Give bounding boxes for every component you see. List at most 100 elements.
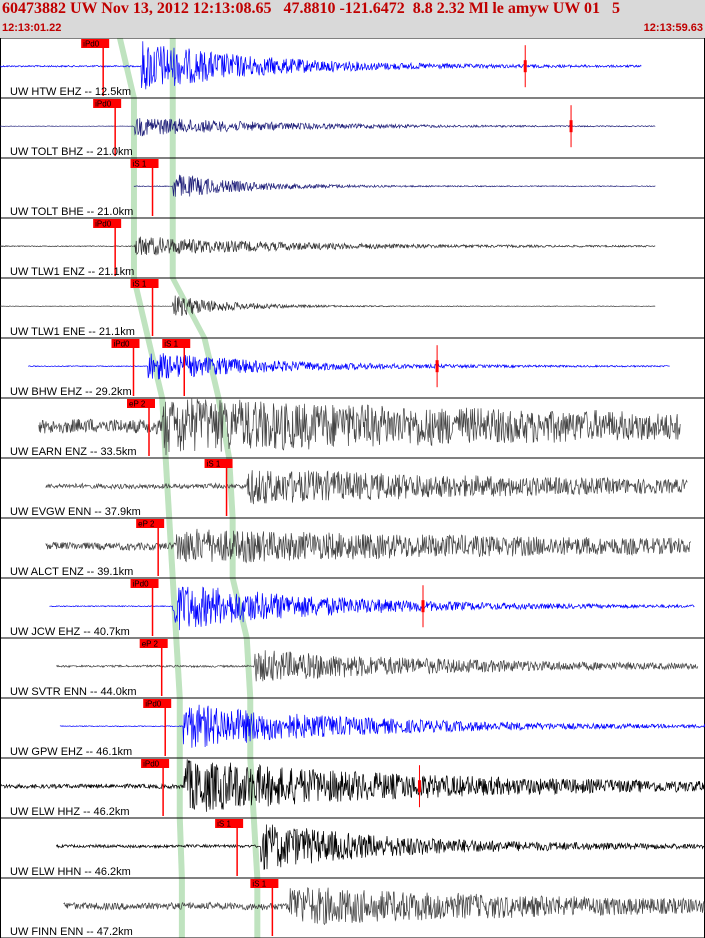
pick-label: iPd0: [145, 700, 162, 709]
pick-label: iPd0: [95, 100, 112, 109]
pick-label: eP 2: [142, 640, 159, 649]
station-label: UW HTW EHZ -- 12.5km: [10, 86, 131, 98]
trace-row[interactable]: eP 2 UW SVTR ENN -- 44.0km: [10, 639, 699, 698]
pick-flag[interactable]: [162, 339, 191, 348]
station-label: UW BHW EHZ -- 29.2km: [10, 386, 132, 398]
trace-row[interactable]: iPd0 UW ELW HHZ -- 46.2km: [0, 759, 705, 818]
waveform: [28, 353, 670, 380]
coda-marker-box: [435, 360, 439, 373]
station-label: UW TOLT BHE -- 21.0km: [10, 206, 133, 218]
waveform: [0, 41, 642, 90]
waveform: [0, 759, 705, 812]
pick-label: iS 1: [207, 460, 221, 469]
phase-band: [176, 818, 185, 878]
station-label: UW FINN ENN -- 47.2km: [10, 926, 133, 938]
station-label: UW ALCT ENZ -- 39.1km: [10, 566, 133, 578]
phase-band: [176, 698, 183, 758]
pick-label: iPd0: [83, 40, 100, 49]
pick-flag[interactable]: [111, 339, 140, 348]
trace-row[interactable]: iS 1 UW ELW HHN -- 46.2km: [10, 819, 705, 878]
pick-flag[interactable]: [130, 279, 159, 288]
waveform: [0, 117, 656, 137]
pick-flag[interactable]: [215, 819, 244, 828]
trace-row[interactable]: iPd0 iS 1 UW BHW EHZ -- 29.2km: [10, 339, 670, 398]
station-label: UW GPW EHZ -- 46.1km: [10, 746, 132, 758]
pick-label: iS 1: [252, 880, 266, 889]
phase-band: [130, 158, 137, 218]
pick-flag[interactable]: [143, 699, 172, 708]
header-bar: 60473882 UW Nov 13, 2012 12:13:08.65 47.…: [0, 0, 705, 38]
phase-band: [250, 818, 261, 878]
pick-flag[interactable]: [204, 459, 233, 468]
phase-band: [173, 638, 183, 698]
trace-row[interactable]: iPd0 UW TOLT BHZ -- 21.0km: [0, 99, 656, 158]
pick-flag[interactable]: [141, 759, 170, 768]
waveform: [0, 236, 656, 256]
trace-row[interactable]: iS 1 UW TLW1 ENE -- 21.1km: [0, 279, 656, 338]
station-label: UW SVTR ENN -- 44.0km: [10, 686, 137, 698]
pick-label: eP 2: [129, 400, 146, 409]
phase-band: [169, 218, 176, 278]
phase-band: [130, 278, 152, 338]
pick-flag[interactable]: [130, 159, 159, 168]
pick-flag[interactable]: [127, 399, 155, 408]
start-time-label: 12:13:01.22: [2, 22, 62, 34]
waveform: [38, 397, 681, 456]
trace-row[interactable]: iPd0 UW GPW EHZ -- 46.1km: [10, 699, 705, 758]
station-label: UW TLW1 ENE -- 21.1km: [10, 326, 135, 338]
waveform: [0, 295, 656, 316]
phase-band: [201, 338, 222, 398]
trace-row[interactable]: iS 1 UW EVGW ENN -- 37.9km: [10, 459, 688, 518]
pick-label: iPd0: [113, 340, 130, 349]
pick-label: iS 1: [164, 340, 178, 349]
waveform: [63, 887, 705, 926]
event-title: 60473882 UW Nov 13, 2012 12:13:08.65 47.…: [2, 0, 621, 17]
trace-row[interactable]: iS 1 UW FINN ENN -- 47.2km: [10, 879, 705, 938]
pick-flag[interactable]: [139, 639, 168, 648]
station-label: UW ELW HHN -- 46.2km: [10, 866, 131, 878]
end-time-label: 12:13:59.63: [643, 22, 703, 34]
phase-band: [169, 578, 180, 638]
pick-flag[interactable]: [81, 39, 110, 48]
phase-band: [169, 278, 208, 338]
phase-band: [226, 458, 236, 518]
coda-marker-box: [417, 780, 421, 793]
coda-marker-box: [421, 600, 425, 613]
waveform: [49, 586, 695, 631]
pick-flag[interactable]: [136, 519, 165, 528]
phase-band: [169, 38, 176, 98]
pick-label: iS 1: [217, 820, 231, 829]
phase-band: [116, 38, 137, 98]
pick-flag[interactable]: [93, 99, 122, 108]
station-label: UW TLW1 ENZ -- 21.1km: [10, 266, 134, 278]
waveform: [45, 528, 692, 564]
phase-band: [145, 338, 166, 398]
pick-flag[interactable]: [250, 879, 279, 888]
phase-band: [178, 878, 185, 938]
phase-band: [130, 98, 137, 158]
waveform: [45, 470, 688, 505]
waveform: [56, 824, 705, 870]
trace-row[interactable]: iPd0 UW TLW1 ENZ -- 21.1km: [0, 219, 656, 278]
pick-label: iS 1: [133, 280, 147, 289]
coda-marker-box: [523, 60, 527, 73]
trace-row[interactable]: iPd0 UW JCW EHZ -- 40.7km: [10, 579, 695, 638]
phase-band: [166, 518, 176, 578]
station-label: UW JCW EHZ -- 40.7km: [10, 626, 130, 638]
coda-marker-box: [569, 120, 573, 133]
trace-row[interactable]: eP 2 UW ALCT ENZ -- 39.1km: [10, 519, 692, 578]
trace-row[interactable]: iS 1 UW TOLT BHE -- 21.0km: [10, 159, 656, 218]
station-label: UW EARN ENZ -- 33.5km: [10, 446, 137, 458]
pick-flag[interactable]: [130, 579, 159, 588]
pick-label: iPd0: [143, 760, 160, 769]
pick-label: eP 2: [138, 520, 155, 529]
waveform: [56, 650, 699, 682]
trace-row[interactable]: iPd0 UW HTW EHZ -- 12.5km: [0, 39, 642, 98]
seismogram-panel[interactable]: iPd0 UW HTW EHZ -- 12.5km iPd0 UW TOLT BHZ …: [0, 38, 705, 938]
station-label: UW ELW HHZ -- 46.2km: [10, 806, 130, 818]
trace-row[interactable]: eP 2 UW EARN ENZ -- 33.5km: [10, 397, 681, 458]
station-label: UW TOLT BHZ -- 21.0km: [10, 146, 133, 158]
phase-band: [130, 218, 137, 278]
pick-flag[interactable]: [93, 219, 122, 228]
pick-label: iPd0: [95, 220, 112, 229]
